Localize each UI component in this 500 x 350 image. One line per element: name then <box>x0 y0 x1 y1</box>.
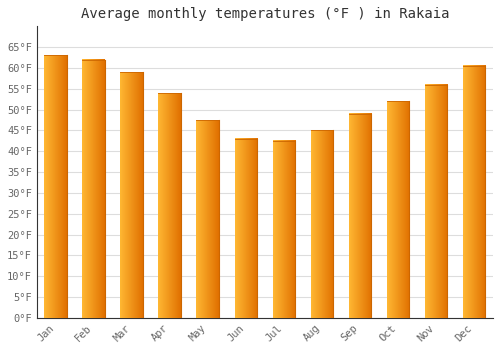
Title: Average monthly temperatures (°F ) in Rakaia: Average monthly temperatures (°F ) in Ra… <box>80 7 449 21</box>
